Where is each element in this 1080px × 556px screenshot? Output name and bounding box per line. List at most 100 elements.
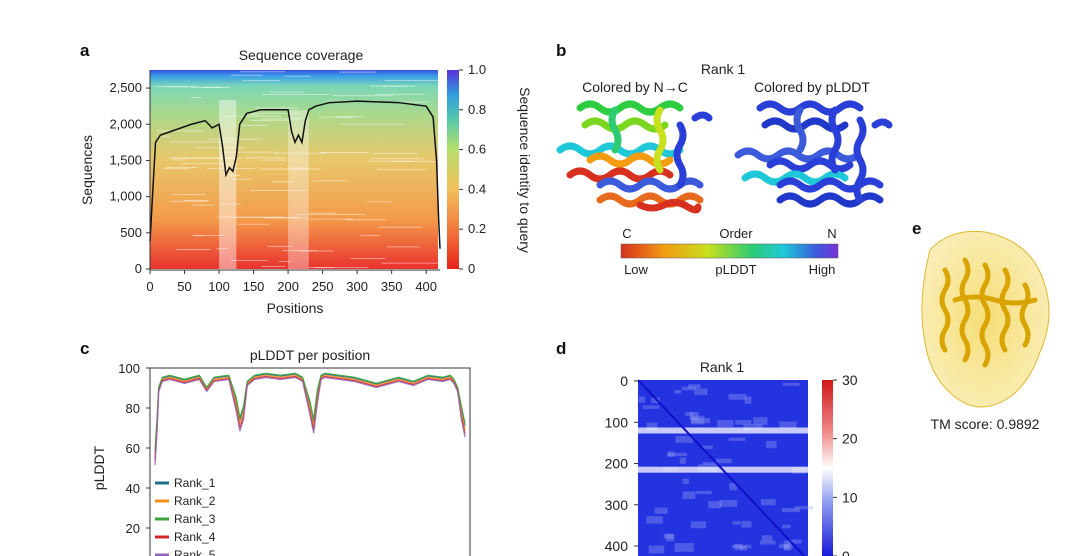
pae-cell — [716, 458, 732, 464]
pae-diagonal — [637, 379, 806, 556]
pae-colorbar — [822, 380, 833, 556]
pae-cell — [690, 418, 711, 424]
pae-cell — [728, 437, 746, 441]
pae-cell — [760, 499, 776, 506]
pae-cell — [694, 388, 708, 395]
plddt-series-rank_5 — [154, 376, 466, 466]
coverage-colorbar-tick-label: 0.4 — [468, 181, 486, 196]
coverage-gap-region — [288, 110, 309, 269]
pae-cell — [794, 506, 814, 510]
coverage-gap — [310, 218, 354, 220]
plddt-series-rank_2 — [154, 374, 466, 458]
pae-cell — [651, 397, 661, 404]
pae-y-tick-label: 200 — [605, 456, 629, 472]
panel-letter-c: c — [80, 339, 89, 358]
coverage-gap — [181, 163, 239, 165]
coverage-gap — [267, 245, 292, 247]
coverage-x-tick-label: 400 — [415, 279, 437, 294]
coverage-colorbar-tick-label: 1.0 — [468, 62, 486, 77]
coverage-gap — [368, 160, 414, 162]
plddt-lines — [154, 372, 466, 466]
coverage-y-tick-label: 2,500 — [109, 80, 142, 95]
coverage-gap — [374, 93, 425, 95]
coverage-gap — [384, 79, 453, 81]
coverage-gap — [335, 117, 354, 118]
pae-cell — [729, 482, 738, 491]
coverage-gap — [232, 178, 252, 180]
coverage-gap — [163, 168, 190, 170]
pae-cell — [787, 539, 802, 544]
coverage-gap — [313, 180, 347, 182]
plddt-y-tick-label: 100 — [118, 361, 140, 376]
coverage-gap — [230, 74, 263, 76]
coverage-gap — [195, 147, 246, 149]
coverage-gap — [360, 235, 380, 237]
coverage-gap — [391, 161, 455, 163]
pae-cell — [663, 533, 674, 539]
coverage-y-tick-label: 2,000 — [109, 116, 142, 131]
pae-cell — [719, 499, 738, 507]
order-plddt-colorbar — [620, 243, 839, 259]
plddt-title: pLDDT per position — [250, 347, 370, 363]
coverage-gap — [274, 152, 327, 154]
pae-cell — [702, 462, 718, 466]
plddt-legend: Rank_1 Rank_2 Rank_3 Rank_4 Rank_5 — [155, 476, 216, 556]
coverage-x-tick-label: 100 — [208, 279, 230, 294]
legend-label: Rank_1 — [174, 476, 216, 490]
coverage-gap — [238, 124, 268, 126]
pae-cell — [741, 520, 752, 528]
structure-helices — [939, 257, 1038, 368]
coverage-x-tick-label: 0 — [146, 279, 153, 294]
pae-cell — [667, 452, 688, 457]
pae-cell — [734, 543, 743, 551]
coverage-gap — [224, 115, 282, 117]
coverage-gap — [228, 175, 241, 176]
coverage-gap — [367, 201, 392, 203]
legend-label: Rank_3 — [174, 512, 216, 526]
order-bar-right: N — [827, 226, 836, 241]
plddt-bar-center: pLDDT — [715, 262, 756, 277]
pae-cell — [646, 422, 658, 431]
coverage-gap — [242, 80, 281, 82]
coverage-gap — [221, 151, 278, 153]
coverage-gap — [191, 97, 202, 98]
pae-highlight-row — [638, 427, 808, 434]
pae-cell — [779, 421, 797, 429]
coverage-gap — [376, 169, 428, 171]
pae-cell — [783, 540, 793, 550]
pae-y-tick-label: 300 — [605, 497, 629, 513]
pae-cell — [682, 478, 689, 484]
order-bar-left: C — [622, 226, 631, 241]
coverage-gap — [239, 71, 286, 73]
coverage-title: Sequence coverage — [239, 47, 364, 63]
coverage-gap — [309, 212, 336, 214]
pae-colorbar-tick-label: 20 — [842, 431, 858, 447]
coverage-gap — [261, 266, 286, 267]
coverage-gap — [271, 181, 293, 183]
tm-score-label: TM score: 0.9892 — [931, 416, 1040, 432]
panel-letter-d: d — [556, 339, 566, 358]
pae-cell — [781, 508, 800, 513]
pae-cell — [717, 420, 734, 428]
coverage-y-tick-label: 1,000 — [109, 189, 142, 204]
pae-cell — [735, 420, 752, 425]
coverage-gap — [156, 135, 171, 137]
coverage-gap — [332, 95, 394, 97]
plddt-series-rank_4 — [154, 375, 466, 463]
plddt-plot-frame — [149, 367, 471, 556]
coverage-colorbar-tick-label: 0 — [468, 261, 475, 276]
panel-letter-e: e — [912, 219, 921, 238]
plddt-series-rank_1 — [154, 373, 466, 455]
panel-e: e TM score: 0.9892 — [912, 219, 1050, 432]
coverage-gap — [381, 262, 444, 264]
pae-cell — [667, 451, 675, 457]
pae-cell — [783, 544, 791, 551]
pae-cell — [674, 389, 681, 394]
coverage-gap — [269, 91, 305, 93]
panel-letter-a: a — [80, 41, 90, 60]
coverage-gap — [261, 94, 329, 95]
plddt-y-tick-label: 40 — [126, 481, 140, 496]
pae-cell — [732, 521, 741, 525]
pae-colorbar-tick-label: 0 — [842, 548, 850, 556]
panel-d: d Rank 1 0 100 200 300 400 0 10 20 30 — [556, 339, 858, 556]
